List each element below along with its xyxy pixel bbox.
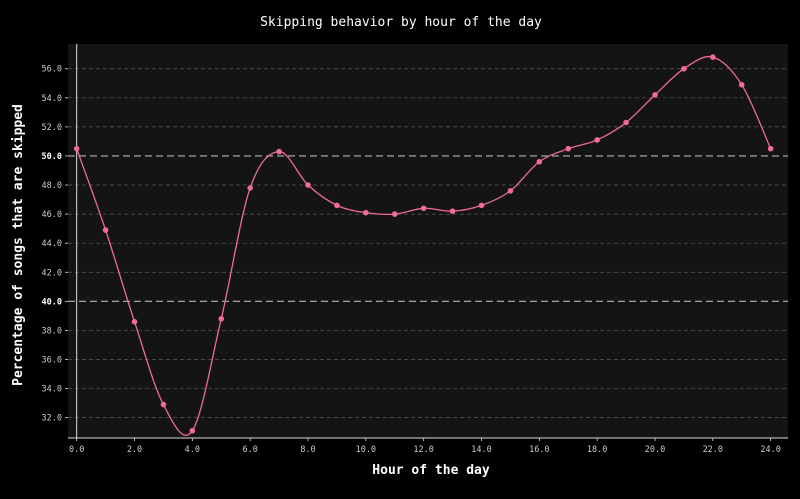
x-axis-label: Hour of the day	[372, 463, 490, 478]
data-point	[363, 209, 369, 216]
data-point	[507, 188, 514, 194]
y-tick-label: 44.0	[42, 239, 62, 249]
plot-area	[68, 44, 788, 438]
data-point	[681, 65, 687, 72]
x-axis-ticks: 0.0 2.0 4.0 6.0 8.0 10.0 12.0 14.0 16.0 18.0 20.0 2…	[69, 438, 781, 455]
data-point	[420, 205, 427, 212]
x-tick-label: 4.0	[185, 445, 200, 455]
data-point	[710, 54, 716, 60]
x-tick-label: 6.0	[242, 445, 257, 455]
data-point	[767, 145, 774, 152]
data-point	[565, 145, 572, 152]
data-point	[594, 137, 600, 143]
data-points	[73, 54, 774, 434]
y-axis-ticks: 32.0 34.0 36.0 38.0 40.0 42.0 44.0 46.0 48.0 50.0…	[42, 65, 68, 424]
y-tick-label: 46.0	[42, 210, 62, 220]
data-point	[189, 427, 196, 434]
y-tick-label: 32.0	[42, 414, 62, 424]
y-tick-label: 40.0	[42, 297, 62, 307]
grid-lines	[68, 68, 788, 418]
data-point	[218, 315, 225, 322]
data-point	[623, 119, 629, 126]
data-point	[652, 92, 658, 98]
y-tick-label: 50.0	[42, 152, 62, 162]
x-tick-label: 0.0	[69, 445, 84, 455]
data-point	[391, 211, 398, 217]
data-point	[449, 208, 456, 214]
x-tick-label: 22.0	[703, 445, 723, 455]
axes	[68, 44, 788, 439]
data-point	[160, 401, 167, 408]
data-point	[276, 148, 282, 155]
data-point	[131, 318, 138, 325]
x-tick-label: 12.0	[413, 445, 433, 455]
y-tick-label: 34.0	[42, 385, 62, 395]
x-tick-label: 18.0	[587, 445, 607, 455]
x-tick-label: 16.0	[529, 445, 549, 455]
y-tick-label: 36.0	[42, 355, 62, 365]
y-tick-label: 42.0	[42, 268, 62, 278]
y-tick-label: 48.0	[42, 181, 62, 191]
y-tick-label: 38.0	[42, 326, 62, 336]
data-point	[73, 145, 80, 152]
x-tick-label: 24.0	[760, 445, 780, 455]
y-tick-label: 52.0	[42, 123, 62, 133]
y-axis-label: Percentage of songs that are skipped	[11, 104, 26, 386]
x-tick-label: 2.0	[127, 445, 142, 455]
y-tick-label: 54.0	[42, 94, 62, 104]
data-point	[102, 227, 109, 233]
x-tick-label: 8.0	[300, 445, 315, 455]
data-point	[334, 202, 340, 209]
data-point	[247, 185, 253, 191]
x-tick-label: 14.0	[471, 445, 491, 455]
chart-title: Skipping behavior by hour of the day	[260, 15, 542, 30]
data-point	[478, 202, 485, 209]
y-tick-label: 56.0	[42, 65, 62, 75]
x-tick-label: 10.0	[356, 445, 376, 455]
data-point	[536, 158, 543, 165]
data-point	[305, 182, 311, 188]
x-tick-label: 20.0	[645, 445, 665, 455]
data-point	[738, 81, 745, 88]
